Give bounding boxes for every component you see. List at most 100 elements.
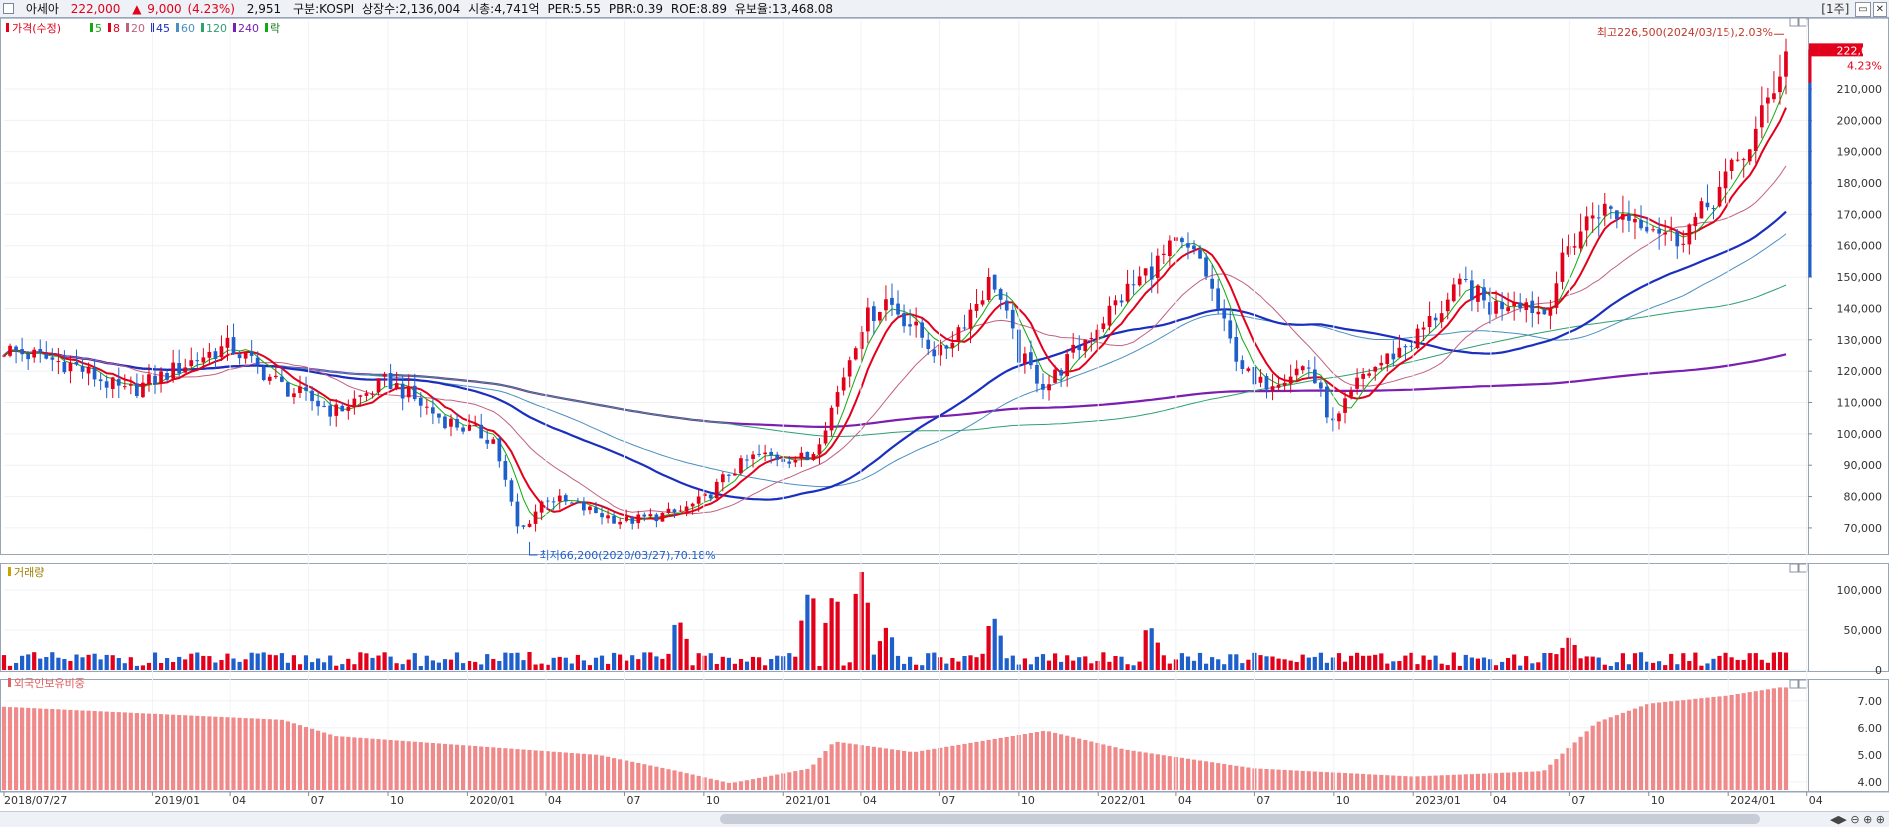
last-price-label: 222,000 (1837, 44, 1883, 57)
volume-bar (642, 652, 647, 670)
volume-bar (1518, 665, 1523, 670)
candle-body (334, 404, 339, 416)
zoom-controls[interactable]: ◀▶ ⊖ ⊕ ⊕ (1829, 813, 1885, 826)
foreign-bar (297, 725, 303, 790)
volume-bar (1119, 656, 1124, 670)
volume-bar (231, 658, 236, 670)
candle-body (1747, 149, 1752, 162)
candle-body (835, 392, 840, 407)
candle-body (14, 346, 18, 351)
close-icon[interactable]: ✕ (1872, 2, 1887, 17)
candle-body (630, 517, 635, 524)
foreign-bar (1361, 773, 1366, 790)
price-tick-label: 200,000 (1837, 114, 1883, 127)
checkbox[interactable] (3, 3, 14, 14)
period-selector[interactable]: [1주] (1821, 2, 1850, 16)
volume-bar (690, 665, 695, 670)
foreign-bar (267, 719, 272, 790)
foreign-bar (1318, 771, 1323, 790)
foreign-bar (1010, 736, 1015, 790)
volume-bar (1240, 663, 1245, 670)
candle-body (141, 382, 145, 398)
candle-body (1240, 360, 1245, 369)
volume-bar (1131, 665, 1136, 670)
candle-body (1089, 338, 1094, 339)
foreign-bar (1179, 757, 1184, 790)
foreign-bar (1, 706, 7, 790)
foreign-bar (841, 742, 846, 790)
foreign-bar (448, 744, 454, 790)
candle-body (1023, 353, 1027, 364)
panel-restore-icon (1789, 563, 1799, 573)
legend-volume-marker (8, 567, 11, 576)
candle-body (1615, 210, 1619, 219)
candle-body (503, 461, 508, 480)
volume-bar (1439, 663, 1444, 670)
foreign-bar (467, 745, 472, 790)
volume-bar (340, 664, 345, 670)
foreign-bar (1711, 697, 1716, 790)
candle-body (388, 373, 393, 389)
volume-bar (775, 655, 780, 670)
roe: ROE:8.89 (670, 2, 727, 16)
volume-bar (684, 638, 689, 670)
foreign-bar (521, 749, 526, 790)
foreign-bar (944, 746, 949, 790)
horizontal-scrollbar[interactable]: ◀▶ ⊖ ⊕ ⊕ (0, 811, 1889, 827)
candle-body (654, 514, 659, 522)
candle-body (479, 424, 483, 439)
x-tick-label: 04 (232, 794, 246, 807)
candle-body (515, 501, 520, 527)
candle-body (1409, 345, 1414, 347)
candle-body (135, 383, 139, 396)
volume-bar (219, 660, 224, 670)
legend-marker (176, 23, 179, 32)
foreign-bar (1783, 687, 1789, 790)
foreign-bar (1059, 734, 1064, 790)
foreign-bar (26, 707, 31, 790)
volume-bar (86, 654, 91, 670)
candle-body (1319, 382, 1323, 389)
volume-bar (938, 657, 943, 670)
candle-body (412, 385, 417, 400)
foreign-bar (1584, 731, 1589, 790)
foreign-bar (811, 764, 816, 790)
volume-bar (926, 653, 931, 670)
volume-bar (485, 654, 490, 670)
candle-body (310, 390, 314, 402)
volume-bar (285, 662, 290, 670)
foreign-bar (1040, 731, 1046, 790)
foreign-bar (80, 710, 85, 790)
candle-body (721, 474, 725, 483)
volume-bar (62, 659, 67, 670)
candle-body (497, 438, 502, 462)
panel-close-icon (1798, 17, 1808, 27)
foreign-bar (74, 710, 79, 790)
volume-bar (618, 654, 623, 670)
restore-icon[interactable]: ▭ (1855, 2, 1871, 17)
foreign-bar (412, 741, 417, 790)
candle-body (1445, 299, 1450, 312)
candle-body (1035, 365, 1039, 384)
volume-bar (74, 654, 79, 670)
candle-body (563, 495, 568, 502)
candle-body (1530, 300, 1535, 313)
volume-bar (509, 653, 514, 670)
foreign-bar (334, 736, 339, 790)
volume-bar (1759, 659, 1764, 670)
foreign-bar (1771, 688, 1776, 790)
volume-bar (110, 655, 115, 670)
volume-bar (1747, 653, 1752, 670)
volume-bar (1584, 656, 1589, 670)
scrollbar-thumb[interactable] (720, 814, 1760, 824)
foreign-bar (883, 748, 888, 790)
stock-name[interactable]: 아세아 (25, 2, 59, 16)
candle-body (147, 374, 151, 384)
volume-bar (533, 664, 538, 670)
volume-bar (998, 635, 1003, 670)
volume-bar (720, 656, 725, 670)
foreign-bar (889, 749, 895, 790)
x-tick-label: 04 (548, 794, 562, 807)
foreign-bar (1608, 717, 1613, 790)
